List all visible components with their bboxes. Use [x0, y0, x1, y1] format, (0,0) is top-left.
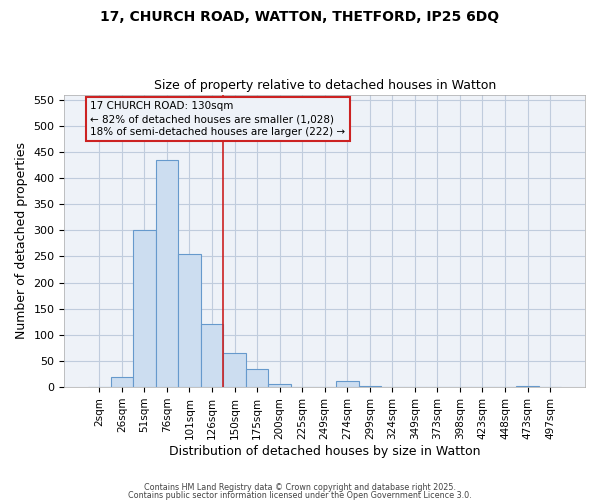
- Bar: [155, 160, 178, 387]
- Text: 17, CHURCH ROAD, WATTON, THETFORD, IP25 6DQ: 17, CHURCH ROAD, WATTON, THETFORD, IP25 …: [100, 10, 500, 24]
- Bar: [246, 369, 268, 387]
- Bar: [516, 386, 539, 387]
- Bar: [133, 230, 155, 387]
- Title: Size of property relative to detached houses in Watton: Size of property relative to detached ho…: [154, 79, 496, 92]
- Y-axis label: Number of detached properties: Number of detached properties: [15, 142, 28, 340]
- Text: Contains public sector information licensed under the Open Government Licence 3.: Contains public sector information licen…: [128, 490, 472, 500]
- Bar: [223, 353, 246, 387]
- Bar: [336, 381, 359, 387]
- X-axis label: Distribution of detached houses by size in Watton: Distribution of detached houses by size …: [169, 444, 481, 458]
- Text: 17 CHURCH ROAD: 130sqm
← 82% of detached houses are smaller (1,028)
18% of semi-: 17 CHURCH ROAD: 130sqm ← 82% of detached…: [91, 101, 346, 137]
- Text: Contains HM Land Registry data © Crown copyright and database right 2025.: Contains HM Land Registry data © Crown c…: [144, 484, 456, 492]
- Bar: [201, 324, 223, 387]
- Bar: [110, 376, 133, 387]
- Bar: [178, 254, 201, 387]
- Bar: [359, 386, 381, 387]
- Bar: [268, 384, 291, 387]
